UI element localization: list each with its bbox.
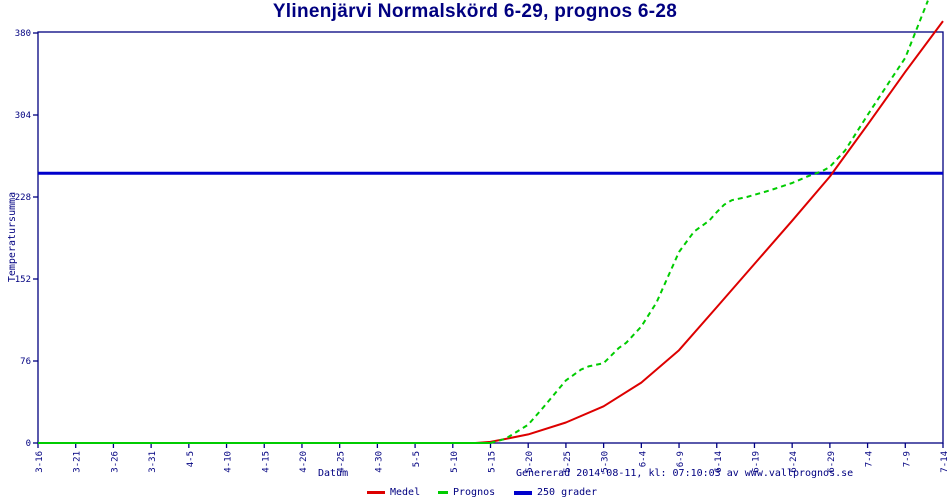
x-tick-label: 4-20	[299, 451, 309, 473]
medel-line-swatch	[367, 491, 385, 494]
x-tick-label: 7-14	[940, 451, 950, 473]
x-tick-label: 5-5	[412, 451, 422, 467]
series-line-medel	[38, 20, 944, 444]
x-tick-label: 5-25	[563, 451, 573, 473]
x-tick-label: 3-16	[35, 451, 45, 473]
legend-label-medel: Medel	[390, 487, 421, 498]
x-tick-label: 5-30	[601, 451, 611, 473]
y-tick-label: 380	[15, 29, 31, 39]
legend-label-250-grader: 250 grader	[537, 487, 598, 498]
x-tick-label: 7-4	[865, 451, 875, 467]
y-tick-label: 304	[15, 111, 31, 121]
x-tick-label: 6-9	[676, 451, 686, 467]
x-tick-label: 3-21	[73, 451, 83, 473]
x-tick-label: 6-4	[638, 451, 648, 467]
x-axis-title: Datum	[318, 468, 349, 479]
y-tick-label: 228	[15, 193, 31, 203]
x-tick-label: 5-20	[525, 451, 535, 473]
legend-item-prognos: Prognos	[438, 487, 495, 498]
prognos-line-swatch	[438, 491, 448, 494]
y-tick-label: 152	[15, 275, 31, 285]
x-tick-label: 4-30	[374, 451, 384, 473]
x-tick-label: 6-24	[789, 451, 799, 473]
x-tick-label: 4-5	[186, 451, 196, 467]
generated-timestamp: Genererad 2014-08-11, kl: 07:10:03 av ww…	[516, 468, 854, 479]
legend-item-250-grader: 250 grader	[514, 487, 597, 498]
x-tick-label: 5-15	[488, 451, 498, 473]
legend-item-medel: Medel	[367, 487, 420, 498]
x-tick-label: 6-19	[751, 451, 761, 473]
grader-line-swatch	[514, 490, 532, 495]
x-tick-label: 4-10	[224, 451, 234, 473]
x-tick-label: 4-25	[337, 451, 347, 473]
x-tick-label: 6-29	[827, 451, 837, 473]
x-tick-label: 7-9	[902, 451, 912, 467]
x-tick-label: 3-31	[148, 451, 158, 473]
series-line-prognos	[490, 0, 929, 444]
y-tick-label: 76	[20, 357, 31, 367]
x-tick-label: 5-10	[450, 451, 460, 473]
x-tick-label: 3-26	[110, 451, 120, 473]
legend-label-prognos: Prognos	[453, 487, 496, 498]
x-tick-label: 4-15	[261, 451, 271, 473]
x-tick-label: 6-14	[714, 451, 724, 473]
y-axis-title: Temperatursumma	[7, 191, 18, 283]
chart-title: Ylinenjärvi Normalskörd 6-29, prognos 6-…	[272, 1, 678, 22]
y-tick-label: 0	[26, 439, 31, 449]
plot-frame	[37, 31, 944, 444]
